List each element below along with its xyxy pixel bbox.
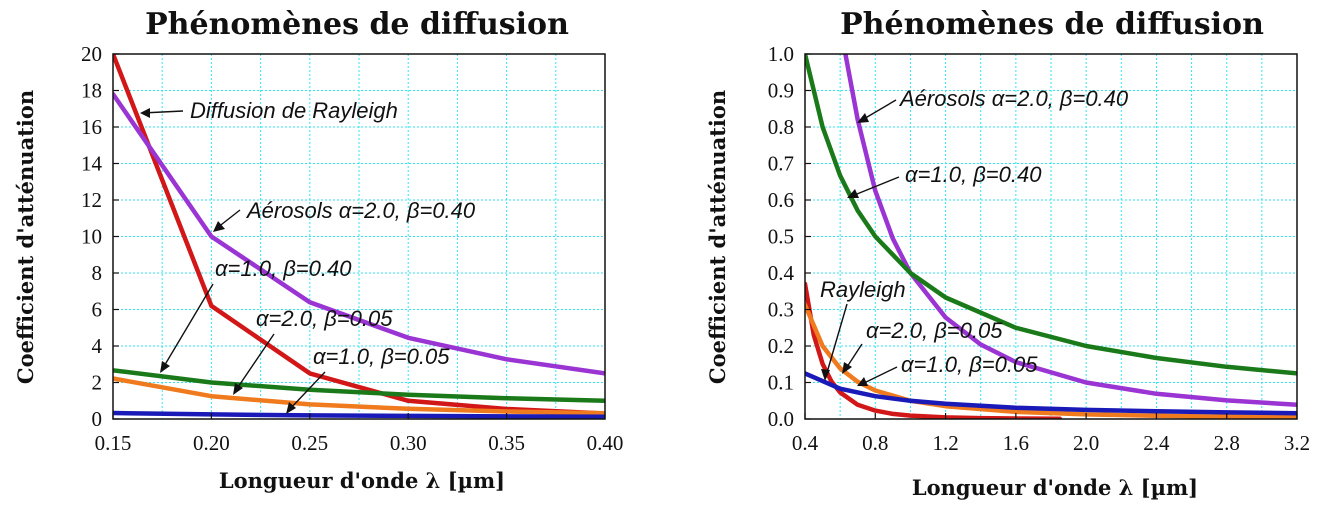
chart-left-arrow-a1b05 [288, 371, 326, 411]
chart-left-annotation-rayleigh: Diffusion de Rayleigh [190, 98, 398, 123]
chart-right-x-tick-label: 2.4 [1143, 431, 1170, 455]
chart-left-annotation-a1b40: α=1.0, β=0.40 [215, 256, 352, 281]
chart-right-series-1-0-0-40 [805, 54, 1297, 376]
chart-right-x-label: Longueur d'onde λ [µm] [912, 475, 1198, 500]
chart-left-arrowhead-a2b05 [233, 383, 243, 395]
chart-right-x-tick-label: 3.2 [1284, 431, 1310, 455]
chart-right-arrow-a1b40 [851, 176, 900, 197]
chart-left-x-tick-label: 0.40 [587, 431, 624, 455]
chart-left-series-aerosols-2-0-0-40 [113, 91, 605, 376]
chart-left-y-tick-label: 10 [81, 225, 102, 249]
chart-right-x-tick-label: 1.2 [932, 431, 958, 455]
chart-right-y-tick-label: 0.0 [768, 407, 794, 431]
chart-left-x-tick-label: 0.20 [193, 431, 230, 455]
chart-left-series [113, 54, 605, 419]
chart-right-y-ticks: 0.0 0.1 0.2 0.3 0.4 0.5 0.6 0.7 0.8 0.9 1.0 [768, 42, 811, 431]
chart-right-arrowhead-aerosols [857, 113, 869, 123]
chart-right-x-tick-label: 2.8 [1214, 431, 1240, 455]
chart-right-y-tick-label: 0.1 [768, 371, 794, 395]
chart-right-annotation-rayleigh: Rayleigh [820, 277, 906, 302]
chart-right: Phénomènes de diffusion 0.4 0.8 1.2 1.6 2.0 2… [705, 7, 1310, 500]
chart-left-y-tick-label: 2 [92, 371, 103, 395]
chart-right-annotation-a2b05: α=2.0, β=0.05 [866, 318, 1003, 343]
chart-right-arrowhead-rayleigh [821, 369, 830, 381]
chart-right-x-tick-label: 0.8 [862, 431, 888, 455]
chart-right-annotation-aerosols: Aérosols α=2.0, β=0.40 [898, 86, 1129, 111]
chart-right-arrow-aerosols [861, 99, 897, 121]
chart-right-y-tick-label: 1.0 [768, 42, 794, 66]
chart-left-arrowhead-a1b05 [286, 402, 296, 414]
chart-left-title: Phénomènes de diffusion [145, 7, 569, 42]
chart-left-x-tick-label: 0.35 [488, 431, 525, 455]
chart-right-series-aerosols-2-0-0-40 [843, 54, 1297, 408]
chart-left-arrowhead-rayleigh [140, 108, 150, 118]
chart-left-series-1-0-0-40 [113, 368, 605, 404]
chart-right-y-tick-label: 0.9 [768, 79, 794, 103]
chart-left-y-tick-label: 4 [92, 334, 103, 358]
chart-right-y-tick-label: 0.6 [768, 188, 794, 212]
chart-left: Phénomènes de diffusion 0.15 0.20 0.25 0.30… [13, 7, 623, 493]
chart-right-x-tick-label: 2.0 [1073, 431, 1099, 455]
chart-right-arrow-a1b05 [861, 366, 898, 385]
chart-right-arrowhead-a1b05 [857, 377, 868, 386]
chart-right-y-tick-label: 0.5 [768, 225, 794, 249]
chart-right-series-1-0-0-05 [805, 371, 1297, 416]
chart-right-y-tick-label: 0.4 [768, 261, 795, 285]
chart-left-arrow-a2b05 [235, 333, 275, 391]
chart-right-series-rayleigh [805, 281, 1063, 419]
chart-left-y-tick-label: 6 [92, 298, 103, 322]
chart-left-y-tick-label: 12 [81, 188, 102, 212]
chart-right-arrow-rayleigh [825, 303, 848, 377]
chart-left-arrow-a1b40 [162, 283, 214, 369]
chart-left-annotation-aerosols: Aérosols α=2.0, β=0.40 [245, 198, 476, 223]
chart-left-x-ticks: 0.15 0.20 0.25 0.30 0.35 0.40 [95, 413, 624, 455]
chart-left-arrowhead-aerosols [213, 221, 225, 232]
chart-right-y-tick-label: 0.8 [768, 115, 794, 139]
chart-right-y-label: Coefficient d'atténuation [705, 90, 730, 384]
chart-left-y-ticks: 0 2 4 6 8 10 12 14 16 18 20 [81, 42, 119, 431]
chart-left-y-tick-label: 20 [81, 42, 102, 66]
chart-left-y-label: Coefficient d'atténuation [13, 90, 38, 384]
chart-left-series-1-0-0-05 [113, 410, 605, 419]
chart-left-annotation-a2b05: α=2.0, β=0.05 [256, 306, 393, 331]
chart-right-y-tick-label: 0.7 [768, 152, 794, 176]
chart-left-y-tick-label: 18 [81, 79, 102, 103]
chart-left-y-tick-label: 0 [92, 407, 103, 431]
chart-right-y-tick-label: 0.2 [768, 334, 794, 358]
chart-right-x-tick-label: 0.4 [792, 431, 819, 455]
chart-right-arrowhead-a1b40 [847, 189, 859, 198]
chart-left-x-label: Longueur d'onde λ [µm] [219, 468, 505, 493]
chart-left-arrowhead-a1b40 [160, 361, 170, 373]
chart-right-title: Phénomènes de diffusion [840, 7, 1264, 42]
chart-left-y-tick-label: 14 [81, 152, 103, 176]
chart-right-series [805, 54, 1297, 419]
chart-left-x-tick-label: 0.30 [390, 431, 427, 455]
chart-left-annotation-a1b05: α=1.0, β=0.05 [313, 344, 450, 369]
chart-right-arrowhead-a2b05 [842, 362, 852, 374]
chart-right-y-tick-label: 0.3 [768, 298, 794, 322]
chart-right-x-tick-label: 1.6 [1003, 431, 1029, 455]
chart-right-x-ticks: 0.4 0.8 1.2 1.6 2.0 2.4 2.8 3.2 [792, 413, 1310, 455]
chart-right-annotation-a1b40: α=1.0, β=0.40 [905, 162, 1042, 187]
chart-right-annotation-a1b05: α=1.0, β=0.05 [901, 352, 1038, 377]
chart-left-y-tick-label: 16 [81, 115, 102, 139]
chart-left-x-tick-label: 0.15 [95, 431, 132, 455]
chart-left-series-2-0-0-05 [113, 376, 605, 416]
chart-left-y-tick-label: 8 [92, 261, 103, 285]
chart-right-grid [805, 54, 1297, 419]
chart-left-x-tick-label: 0.25 [291, 431, 328, 455]
